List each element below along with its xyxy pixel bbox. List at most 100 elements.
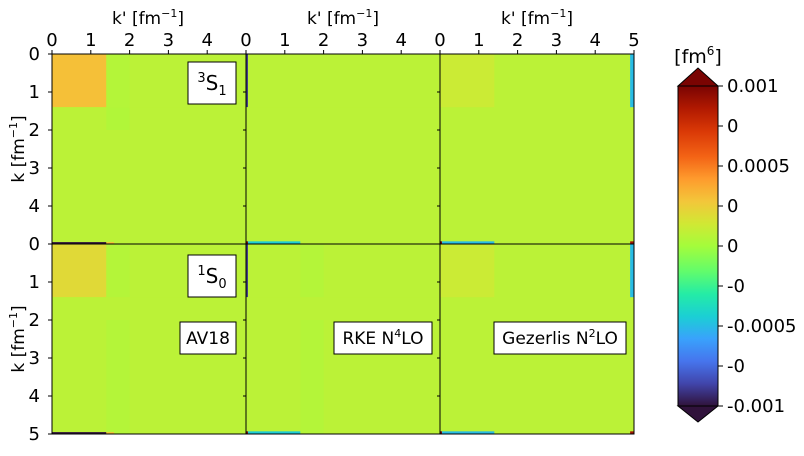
- y-tick-label: 1: [29, 82, 40, 103]
- heatmap-cell: [52, 244, 107, 298]
- heatmap-cell: [246, 54, 248, 108]
- x-tick-label: 1: [473, 30, 484, 51]
- xlabel-col-3: k' [fm−1]: [501, 7, 573, 29]
- row-label-1: 3S1: [187, 61, 237, 105]
- y-tick-label: 4: [29, 386, 40, 407]
- col-label-1-text: AV18: [186, 329, 230, 349]
- colorbar-tick-label: -0.001: [727, 396, 785, 417]
- col-label-3: Gezerlis N2LO: [493, 321, 627, 355]
- heatmap-cell: [52, 432, 107, 434]
- x-tick-label: 2: [124, 30, 135, 51]
- colorbar-body: [677, 85, 719, 407]
- colorbar-tick-label: -0: [727, 276, 745, 297]
- colorbar-tick-label: 0.0005: [727, 156, 790, 177]
- col-label-3-box: [493, 321, 627, 355]
- heatmap-cell: [246, 241, 301, 244]
- col-label-1: AV18: [179, 321, 237, 355]
- heatmap-cell: [440, 241, 442, 244]
- x-tick-label: 1: [85, 30, 96, 51]
- heatmap-cell: [52, 107, 246, 130]
- colorbar-tick-label: 0: [727, 116, 738, 137]
- colorbar-tick-label: 0.001: [727, 76, 779, 97]
- xlabel-col-2: k' [fm−1]: [307, 7, 379, 29]
- col-label-1-part: AV18: [186, 329, 230, 349]
- row-label-1-part: S: [206, 71, 219, 95]
- row-label-2-part: S: [206, 264, 219, 288]
- colorbar-tick-label: -0.0005: [727, 316, 796, 337]
- col-label-3-part: LO: [596, 329, 618, 349]
- heatmap-cell: [440, 431, 495, 434]
- heatmap-cell: [106, 54, 130, 108]
- heatmap-cell: [246, 244, 248, 298]
- heatmap-cell: [440, 244, 495, 298]
- y-tick-label: 0: [29, 44, 40, 65]
- heatmap-cell: [630, 431, 634, 434]
- heatmap-cell: [630, 54, 634, 108]
- x-tick-label: 4: [201, 30, 212, 51]
- heatmap-cell: [246, 241, 248, 244]
- row-label-2-box: [187, 254, 237, 298]
- heatmap-cell: [246, 431, 248, 434]
- heatmap-cell: [106, 242, 115, 244]
- colorbar-extend-min: [676, 405, 720, 423]
- y-tick-label: 3: [29, 158, 40, 179]
- x-tick-label: 2: [318, 30, 329, 51]
- col-label-2: RKE N4LO: [333, 321, 433, 355]
- col-label-3-part: Gezerlis N: [502, 329, 588, 349]
- row-label-2-part: 1: [197, 264, 205, 279]
- y-tick-label: 2: [29, 310, 40, 331]
- col-label-2-box: [333, 321, 433, 355]
- y-tick-label: 4: [29, 196, 40, 217]
- colorbar-tick-label: 0: [727, 196, 738, 217]
- heatmap-cell: [52, 242, 107, 244]
- y-tick-label: 0: [29, 234, 40, 255]
- heatmap-cell: [440, 431, 442, 434]
- heatmap-cell: [630, 241, 634, 244]
- heatmap-cell: [106, 432, 115, 434]
- heatmap-panel-r1-c2: [245, 53, 441, 245]
- row-label-1-part: 1: [218, 84, 226, 99]
- heatmap-panel-r1-c3: [439, 53, 635, 245]
- x-tick-label: 2: [512, 30, 523, 51]
- panel-frame: [439, 243, 635, 435]
- heatmap-cell: [440, 241, 495, 244]
- heatmap-cell: [246, 297, 440, 320]
- y-tick-label: 1: [29, 272, 40, 293]
- heatmap-cell: [440, 54, 495, 108]
- colorbar-unit: [fm6]: [674, 44, 722, 68]
- row-label-1-text: 3S1: [197, 71, 226, 99]
- x-tick-label: 3: [163, 30, 174, 51]
- col-label-3-text: Gezerlis N2LO: [502, 327, 618, 349]
- ylabel-row-2: k [fm−1]: [7, 305, 29, 372]
- x-tick-label: 4: [395, 30, 406, 51]
- y-tick-label: 5: [29, 424, 40, 445]
- colorbar-extend-max: [676, 67, 720, 87]
- colorbar-tick-label: 0: [727, 236, 738, 257]
- heatmap-cell: [246, 107, 440, 146]
- heatmap-cell: [52, 54, 107, 108]
- y-tick-label: 3: [29, 348, 40, 369]
- row-label-1-part: 3: [197, 71, 205, 86]
- ylabel-row-1: k [fm−1]: [7, 115, 29, 182]
- row-label-2-part: 0: [218, 277, 226, 292]
- col-label-2-part: LO: [401, 329, 423, 349]
- x-tick-label: 0: [46, 30, 57, 51]
- heatmap-cell: [246, 431, 301, 434]
- heatmap-cell: [300, 244, 324, 434]
- row-label-2-text: 1S0: [197, 264, 226, 292]
- heatmap-cell: [52, 297, 246, 320]
- col-label-1-box: [179, 321, 237, 355]
- heatmap-background: [246, 54, 440, 244]
- heatmap-cell: [106, 107, 130, 130]
- col-label-3-part: 2: [589, 327, 596, 340]
- x-tick-label: 3: [551, 30, 562, 51]
- heatmap-cell: [106, 244, 130, 434]
- col-label-2-part: RKE N: [342, 329, 394, 349]
- x-tick-label: 0: [434, 30, 445, 51]
- heatmap-cell: [630, 244, 634, 298]
- heatmap-panels: [51, 53, 635, 435]
- y-tick-label: 2: [29, 120, 40, 141]
